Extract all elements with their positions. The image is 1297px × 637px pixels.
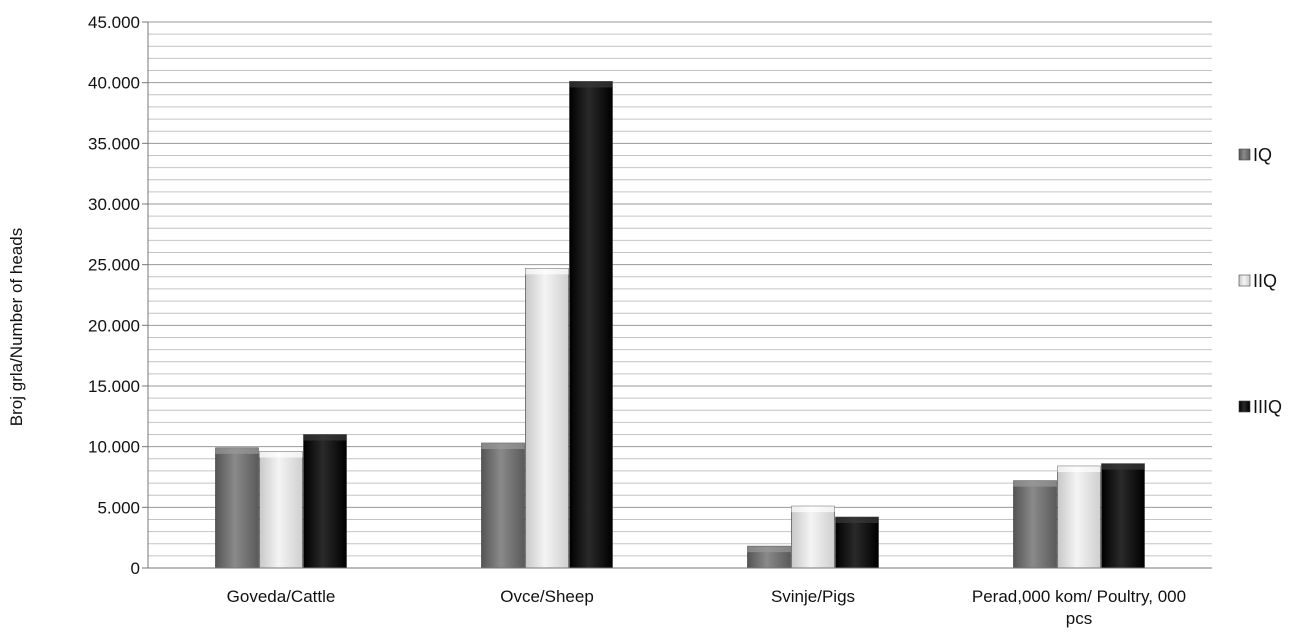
bar: [259, 451, 303, 569]
bar-cap: [1057, 466, 1101, 473]
bar-cap: [215, 447, 259, 454]
bar-body: [259, 451, 303, 569]
legend-swatch: [1238, 148, 1251, 161]
legend-swatch: [1238, 274, 1251, 287]
y-tick-label: 0: [131, 559, 140, 578]
y-axis-label: Broj grla/Number of heads: [7, 228, 26, 426]
bar-cap: [1013, 480, 1057, 487]
bar-cap: [747, 546, 791, 553]
bar-cap: [569, 81, 613, 88]
bar-body: [303, 434, 347, 569]
axes: [147, 22, 1212, 569]
bar: [1013, 480, 1057, 569]
bar-body: [481, 442, 525, 569]
y-tick-labels: 0 5.000 10.000 15.000 20.000 25.000 30.000 35.0…: [88, 13, 148, 578]
bar-cap: [791, 506, 835, 513]
legend-label: IQ: [1253, 145, 1272, 165]
x-tick-label: Goveda/Cattle: [227, 587, 336, 606]
y-tick-label: 35.000: [88, 134, 140, 153]
bar-body: [1013, 480, 1057, 569]
bar-body: [215, 447, 259, 569]
bar-cap: [481, 443, 525, 450]
legend: IQ IIQ IIIQ: [1238, 145, 1282, 417]
y-tick-label: 20.000: [88, 316, 140, 335]
y-tick-label: 45.000: [88, 13, 140, 32]
y-tick-label: 40.000: [88, 74, 140, 93]
bar-cap: [259, 451, 303, 458]
x-tick-label: Svinje/Pigs: [771, 587, 855, 606]
bar: [303, 434, 347, 569]
bars-group: [215, 81, 1145, 569]
bar-body: [835, 516, 879, 569]
bar: [835, 516, 879, 569]
x-tick-labels: Goveda/Cattle Ovce/Sheep Svinje/Pigs Perad,…: [227, 587, 1186, 628]
y-tick-label: 30.000: [88, 195, 140, 214]
bar: [525, 268, 569, 569]
bar-cap: [525, 268, 569, 275]
bar: [1057, 465, 1101, 569]
bar-body: [525, 268, 569, 569]
bar-cap: [1101, 463, 1145, 470]
bar: [481, 442, 525, 569]
y-tick-label: 15.000: [88, 377, 140, 396]
legend-item: IIIQ: [1238, 397, 1282, 417]
legend-label: IIQ: [1253, 271, 1277, 291]
bar-cap: [835, 517, 879, 524]
bar-body: [791, 505, 835, 569]
legend-swatch: [1238, 400, 1251, 413]
bar-body: [569, 81, 613, 569]
bar: [215, 447, 259, 569]
x-tick-label: Perad,000 kom/ Poultry, 000 pcs: [972, 587, 1186, 628]
bar: [1101, 463, 1145, 569]
bar-body: [1057, 465, 1101, 569]
bar: [747, 545, 791, 569]
y-tick-label: 10.000: [88, 438, 140, 457]
y-tick-label: 25.000: [88, 256, 140, 275]
legend-item: IQ: [1238, 145, 1272, 165]
x-tick-label: Ovce/Sheep: [500, 587, 594, 606]
legend-item: IIQ: [1238, 271, 1277, 291]
bar: [791, 505, 835, 569]
legend-label: IIIQ: [1253, 397, 1282, 417]
bar-body: [1101, 463, 1145, 569]
bar-cap: [303, 434, 347, 441]
bar: [569, 81, 613, 569]
y-tick-label: 5.000: [97, 498, 140, 517]
